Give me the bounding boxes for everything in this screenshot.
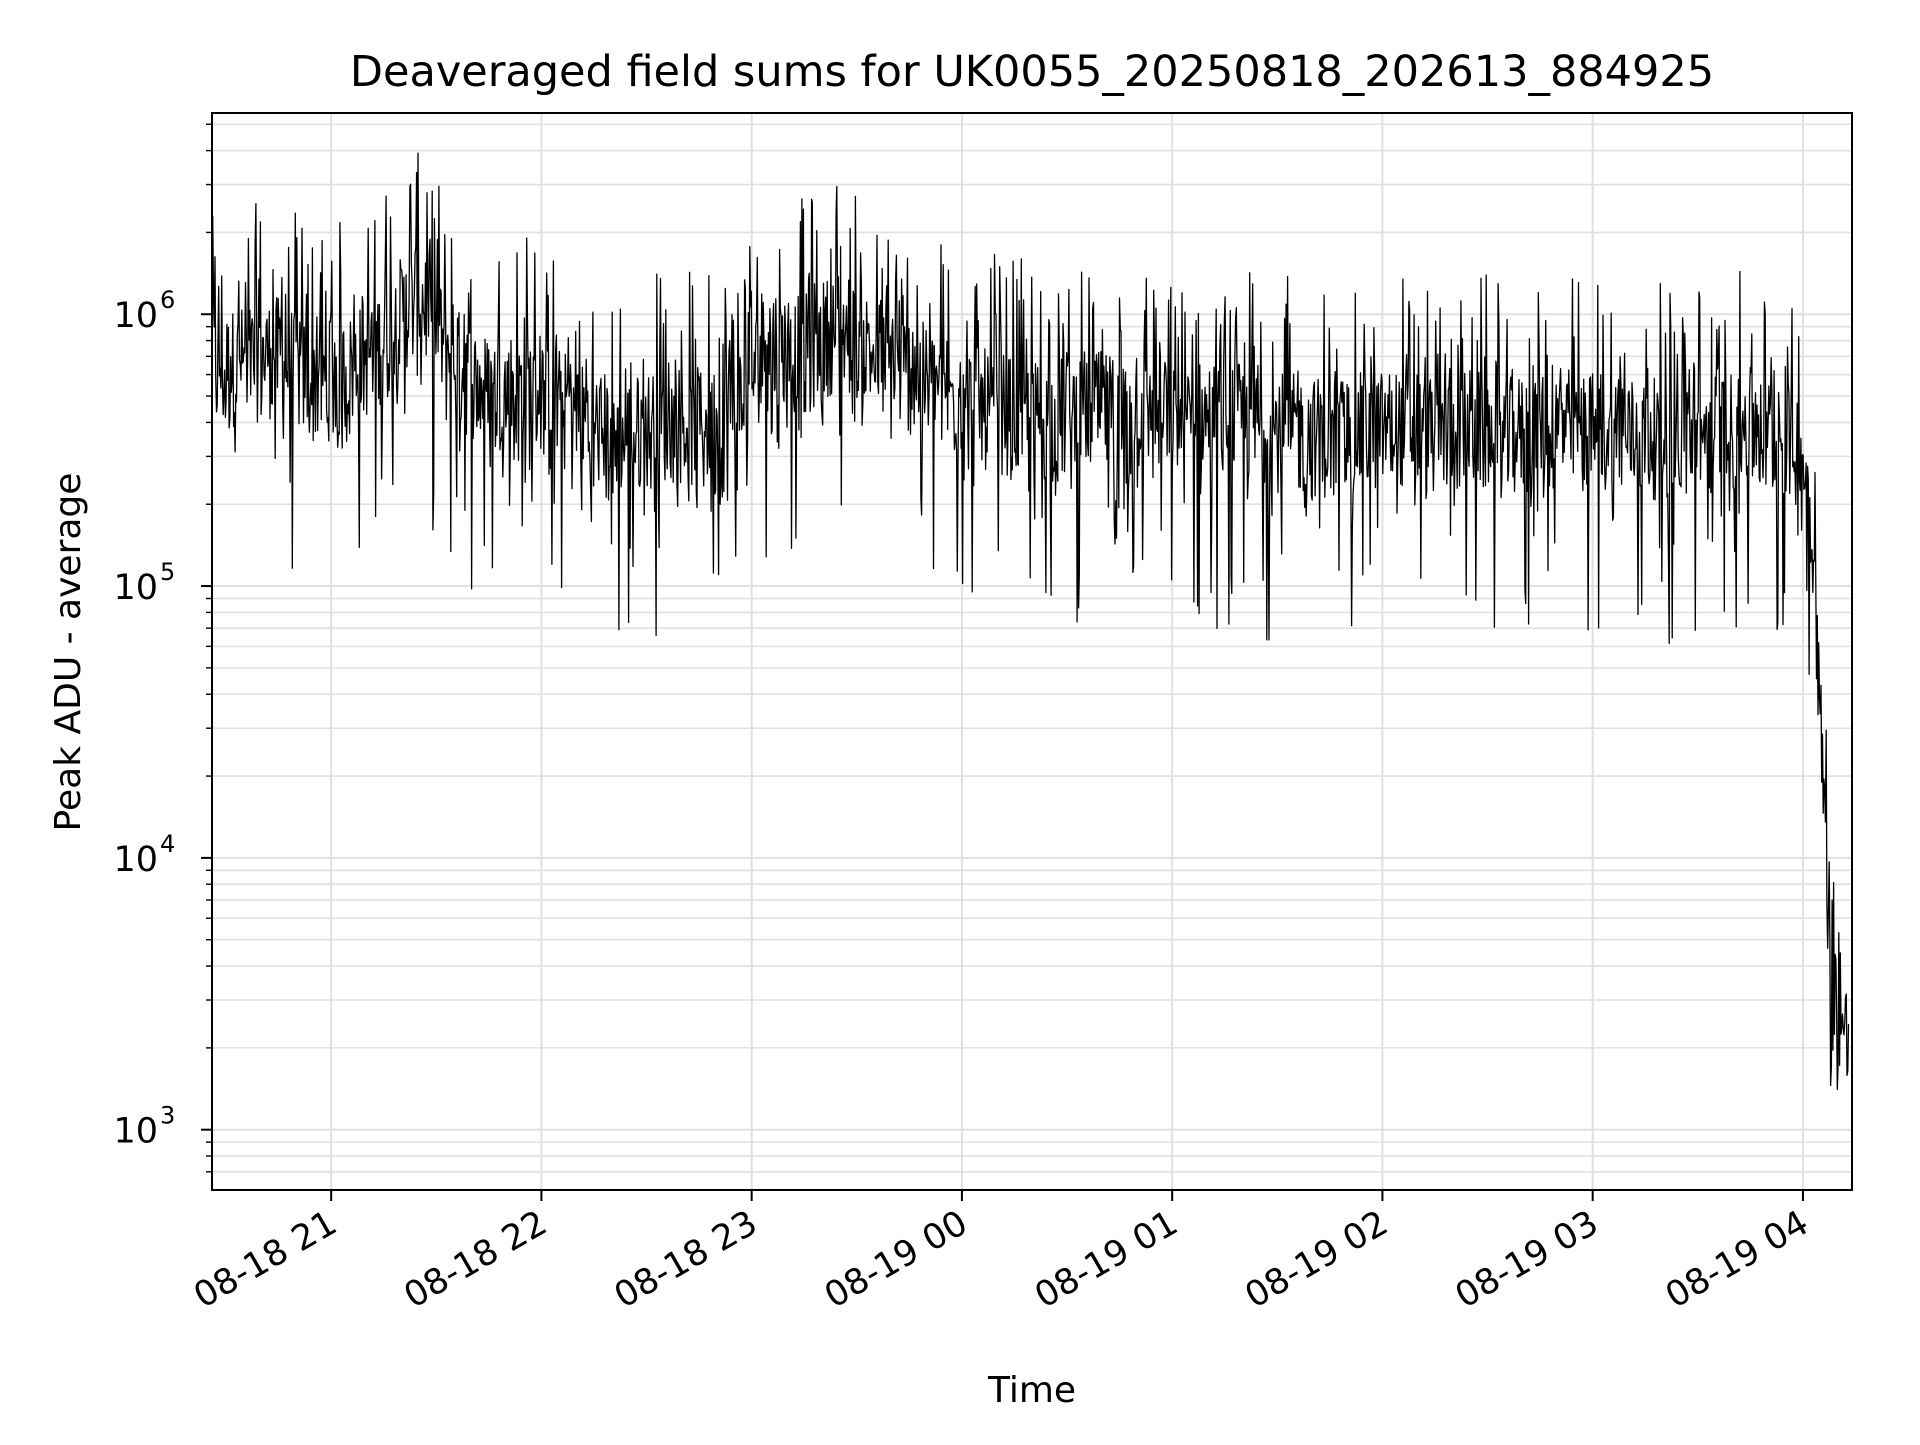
y-tick-label: 10 [113,840,158,880]
y-axis-label: Peak ADU - average [48,473,89,832]
y-tick-label: 10 [113,568,158,608]
series-line [211,152,1850,1091]
chart-title: Deaveraged field sums for UK0055_2025081… [350,47,1714,97]
y-tick-exponent: 4 [160,830,175,858]
y-tick-exponent: 5 [160,558,175,586]
y-tick-exponent: 6 [160,286,175,314]
y-tick-label: 10 [113,296,158,336]
y-tick-label: 10 [113,1112,158,1152]
y-tick-exponent: 3 [160,1102,175,1130]
x-axis-label: Time [987,1370,1076,1411]
series-layer [211,152,1850,1091]
plot-frame [211,112,1853,1191]
